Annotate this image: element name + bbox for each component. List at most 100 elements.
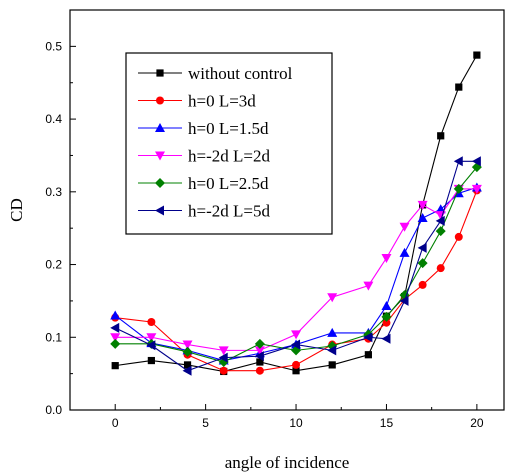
plot-frame	[69, 9, 505, 411]
data-point	[417, 242, 427, 253]
data-point	[381, 254, 392, 263]
data-point	[254, 346, 265, 356]
data-point	[471, 184, 482, 194]
x-tick-label: 15	[380, 416, 394, 430]
legend-entry: without control	[138, 64, 293, 83]
legend-label: without control	[188, 64, 293, 83]
data-point	[328, 361, 336, 369]
y-tick-label: 0.0	[45, 403, 62, 417]
y-tick-label: 0.4	[45, 112, 62, 126]
data-point	[327, 327, 338, 337]
data-point	[381, 301, 392, 310]
data-point	[417, 200, 428, 210]
legend-marker	[156, 69, 164, 77]
data-point	[291, 339, 301, 350]
series-6	[110, 156, 481, 376]
data-point	[435, 215, 445, 226]
x-tick-label: 20	[470, 416, 484, 430]
legend-entry: h=-2d L=2d	[138, 147, 270, 166]
data-point	[182, 340, 193, 350]
legend-label: h=0 L=3d	[188, 92, 256, 111]
data-point	[256, 358, 264, 366]
legend-marker	[156, 96, 164, 105]
y-tick-label: 0.1	[45, 330, 62, 344]
data-point	[417, 213, 428, 222]
legend-marker	[155, 123, 165, 132]
y-tick-label: 0.3	[45, 185, 62, 199]
data-point	[327, 293, 338, 303]
data-point	[110, 322, 120, 333]
legend-entry: h=0 L=2.5d	[138, 174, 269, 193]
data-point	[146, 333, 157, 343]
legend-marker	[155, 205, 164, 216]
data-point	[473, 51, 481, 59]
data-point	[363, 332, 373, 343]
data-point	[292, 367, 300, 375]
data-point	[218, 346, 229, 356]
legend-label: h=0 L=2.5d	[188, 174, 269, 193]
series-4	[110, 184, 482, 356]
data-point	[455, 83, 463, 91]
data-point	[381, 311, 392, 322]
data-point	[471, 156, 481, 167]
x-axis-title: angle of incidence	[225, 453, 350, 472]
legend-entry: h=-2d L=5d	[138, 202, 270, 221]
legend: without control h=0 L=3d h=0 L=1.5d h=-2d L…	[125, 52, 333, 235]
data-point	[182, 346, 193, 357]
legend-entry: h=0 L=1.5d	[138, 119, 269, 138]
data-point	[417, 258, 428, 269]
series-line	[114, 160, 477, 372]
series-line	[115, 190, 478, 372]
series-line	[115, 166, 478, 363]
series-layer	[110, 51, 482, 376]
y-tick-label: 0.5	[45, 39, 62, 53]
x-tick-label: 10	[289, 416, 303, 430]
data-point	[291, 330, 302, 340]
y-tick-label: 0.2	[45, 258, 62, 272]
y-axis: 0.0 0.1 0.2 0.3 0.4 0.5	[45, 9, 76, 417]
data-point	[418, 280, 427, 289]
data-point	[453, 156, 463, 167]
legend-box	[125, 52, 333, 235]
x-tick-label: 5	[202, 416, 209, 430]
data-point	[435, 226, 446, 237]
x-axis: 0 5 10 15 20	[112, 404, 484, 430]
x-tick-label: 0	[112, 416, 119, 430]
data-point	[399, 247, 410, 257]
data-point	[399, 295, 409, 306]
legend-label: h=-2d L=2d	[188, 147, 270, 166]
data-point	[110, 310, 121, 320]
data-point	[147, 318, 156, 326]
data-point	[254, 338, 265, 349]
data-point	[147, 356, 155, 365]
y-axis-title: CD	[7, 198, 26, 222]
data-point	[363, 281, 374, 291]
data-point	[292, 360, 301, 369]
legend-label: h=0 L=1.5d	[188, 119, 269, 138]
data-point	[399, 222, 410, 232]
data-point	[381, 333, 391, 344]
plot-border	[69, 9, 505, 411]
legend-label: h=-2d L=5d	[188, 202, 270, 221]
legend-marker	[155, 178, 165, 188]
data-point	[110, 338, 121, 349]
data-point	[183, 361, 192, 369]
data-point	[436, 264, 445, 273]
data-point	[453, 183, 464, 194]
data-point	[454, 232, 463, 241]
series-line	[115, 54, 478, 373]
data-point	[437, 132, 445, 140]
data-point	[182, 365, 192, 376]
legend-entry: h=0 L=3d	[138, 92, 256, 111]
data-point	[146, 340, 156, 351]
data-point	[382, 318, 391, 327]
legend-marker	[155, 151, 165, 161]
data-point	[218, 352, 228, 363]
data-point	[254, 351, 264, 362]
data-point	[255, 366, 264, 375]
data-point	[327, 345, 337, 356]
data-point	[111, 362, 119, 370]
data-point	[219, 366, 228, 375]
